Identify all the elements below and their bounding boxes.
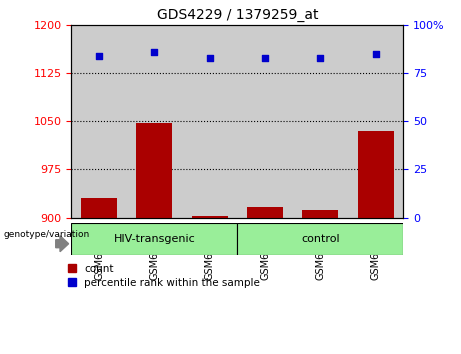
Point [317,55,324,61]
Bar [237,25,293,218]
Bar [136,123,172,218]
Text: genotype/variation: genotype/variation [4,230,90,239]
Bar [71,223,237,255]
Text: control: control [301,234,340,244]
Bar [247,207,283,218]
Bar [182,25,237,218]
Point [372,51,379,57]
Point [261,55,269,61]
Point [206,55,213,61]
Title: GDS4229 / 1379259_at: GDS4229 / 1379259_at [157,8,318,22]
Bar [348,25,403,218]
Bar [358,131,394,218]
Point [95,53,103,58]
Bar [302,210,338,218]
Bar [81,199,117,218]
Text: HIV-transgenic: HIV-transgenic [113,234,195,244]
FancyArrow shape [56,236,69,252]
Bar [293,25,348,218]
Legend: count, percentile rank within the sample: count, percentile rank within the sample [67,264,260,288]
Bar [237,223,403,255]
Bar [192,216,228,218]
Bar [127,25,182,218]
Bar [71,25,127,218]
Point [151,49,158,55]
